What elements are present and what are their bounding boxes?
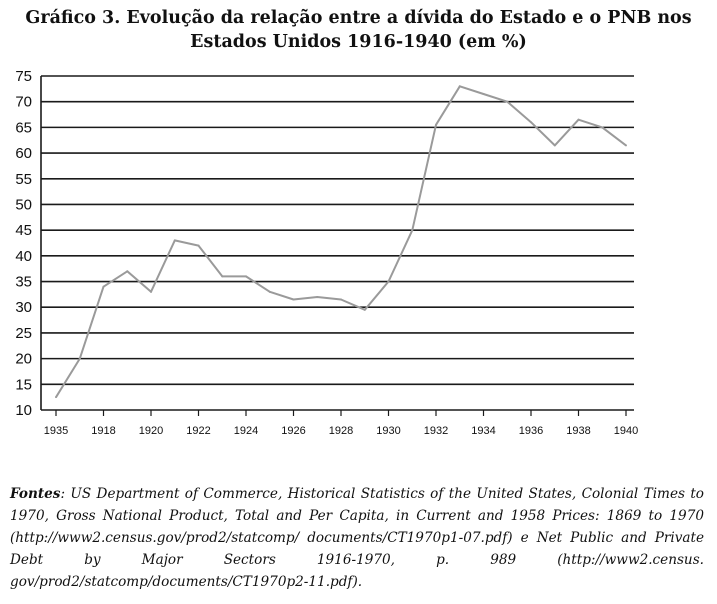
line-chart: 10 15 20 25 30 35 40 45 50 55 60 65 70 75 1935 1918 192… <box>15 68 638 437</box>
data-point-1940 <box>625 144 627 147</box>
y-tick-label-75: 75 <box>15 68 32 85</box>
x-axis-tick-labels: 1935 1918 1920 1922 1924 1926 1928 1930 1932 1934… <box>44 410 638 437</box>
data-point-1916 <box>55 396 57 399</box>
grid-lines <box>40 75 634 411</box>
y-tick-label-70: 70 <box>15 94 32 111</box>
x-tick-label-10: 1936 <box>519 425 543 437</box>
data-point-1926 <box>292 298 295 301</box>
y-tick-label-30: 30 <box>15 299 32 316</box>
x-tick-label-7: 1930 <box>376 425 400 437</box>
x-tick-label-5: 1926 <box>281 425 305 437</box>
source-note: Fontes: US Department of Commerce, Histo… <box>10 483 704 593</box>
y-tick-label-65: 65 <box>15 119 32 136</box>
data-point-1921 <box>173 239 176 242</box>
data-point-1918 <box>102 285 105 288</box>
data-point-1929 <box>363 308 366 311</box>
data-point-1933 <box>458 85 461 88</box>
chart-title: Gráfico 3. Evolução da relação entre a d… <box>0 6 717 54</box>
series-line <box>55 85 627 398</box>
y-tick-label-10: 10 <box>15 402 32 419</box>
data-point-1917 <box>78 357 81 360</box>
series-layer <box>55 85 627 399</box>
source-lead: Fontes <box>10 486 61 502</box>
data-point-1930 <box>387 280 390 283</box>
data-point-1934 <box>482 92 485 95</box>
x-tick-label-1: 1918 <box>91 425 115 437</box>
data-point-1925 <box>268 290 271 293</box>
x-tick-label-6: 1928 <box>329 425 353 437</box>
x-tick-label-0: 1935 <box>44 425 68 437</box>
y-tick-label-40: 40 <box>15 248 32 265</box>
data-point-1922 <box>197 244 200 247</box>
x-tick-label-2: 1920 <box>139 425 163 437</box>
y-tick-label-25: 25 <box>15 325 32 342</box>
x-tick-label-12: 1940 <box>614 425 638 437</box>
y-tick-label-45: 45 <box>15 222 32 239</box>
data-point-1936 <box>530 121 532 124</box>
data-point-1928 <box>340 298 342 301</box>
data-point-1919 <box>126 270 129 273</box>
y-tick-label-60: 60 <box>15 145 32 162</box>
data-point-1923 <box>221 275 224 278</box>
data-point-1927 <box>316 295 319 298</box>
x-tick-label-11: 1938 <box>566 425 590 437</box>
y-tick-label-20: 20 <box>15 351 32 368</box>
y-tick-label-55: 55 <box>15 171 32 188</box>
y-axis-tick-labels: 10 15 20 25 30 35 40 45 50 55 60 65 70 75 <box>15 68 32 419</box>
data-point-1937 <box>553 144 556 147</box>
x-tick-label-8: 1932 <box>424 425 448 437</box>
y-tick-label-15: 15 <box>15 376 32 393</box>
data-point-1924 <box>245 275 247 278</box>
data-point-1920 <box>150 290 152 293</box>
chart-title-line-2: Estados Unidos 1916-1940 (em %) <box>190 32 527 52</box>
data-point-1935 <box>506 100 509 103</box>
source-text: : US Department of Commerce, Historical … <box>10 486 704 590</box>
x-tick-label-3: 1922 <box>186 425 210 437</box>
data-point-1932 <box>435 123 437 126</box>
data-point-1939 <box>601 126 604 129</box>
x-tick-label-4: 1924 <box>234 425 258 437</box>
data-point-1938 <box>577 118 580 121</box>
data-point-1931 <box>411 229 414 232</box>
chart-title-line-1: Gráfico 3. Evolução da relação entre a d… <box>25 8 692 28</box>
y-tick-label-50: 50 <box>15 196 32 213</box>
y-tick-label-35: 35 <box>15 274 32 291</box>
x-tick-label-9: 1934 <box>471 425 495 437</box>
